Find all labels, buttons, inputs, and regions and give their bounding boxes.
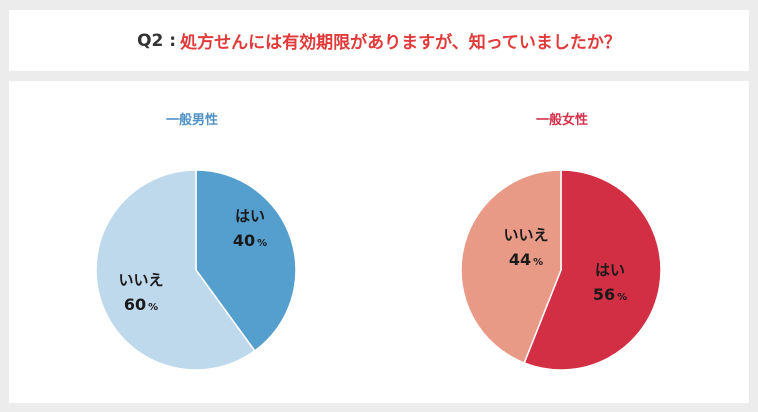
- female-slice-value-1: 44%: [509, 250, 543, 269]
- question-text: 処方せんには有効期限がありますが、知っていましたか？: [180, 33, 621, 53]
- question-number: Q2 :: [137, 30, 177, 51]
- male-slice-label-1: いいえ: [118, 271, 163, 289]
- female-slice-value-0: 56%: [593, 285, 627, 304]
- female-pie-slice-0: [523, 169, 662, 371]
- female-chart-title: 一般女性: [535, 113, 589, 128]
- female-pie-slice-1: [460, 169, 562, 364]
- male-slice-value-0: 40%: [233, 231, 267, 250]
- female-slice-label-1: いいえ: [503, 226, 548, 244]
- male-pie-slice-1: [95, 169, 256, 371]
- pie-charts: はい 40 % いいえ 60 % はい 56 % いいえ 44%: [95, 169, 662, 371]
- male-chart-title: 一般男性: [165, 113, 219, 128]
- female-slice-label-0: はい: [595, 261, 625, 279]
- male-slice-value-1: 60%: [124, 295, 158, 314]
- chart-panel: 一般男性 一般女性 はい 40% いいえ 60% はい 56% いいえ 44%: [9, 81, 749, 403]
- male-pie-slice-0: [195, 169, 297, 352]
- male-slice-label-0: はい: [235, 207, 265, 225]
- question-header: Q2 : 処方せんには有効期限がありますが、知っていましたか？: [9, 10, 749, 71]
